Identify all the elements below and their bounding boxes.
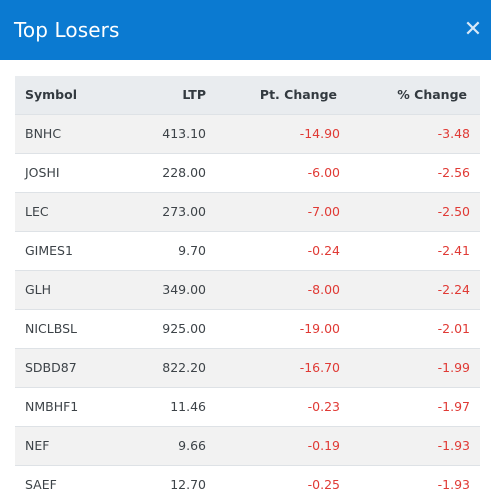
ltp-cell: 9.66	[178, 438, 206, 453]
symbol-cell[interactable]: LEC	[25, 204, 49, 219]
pct-change-cell: -2.24	[437, 282, 470, 297]
pt-change-cell: -14.90	[299, 126, 340, 141]
ltp-cell: 413.10	[162, 126, 206, 141]
pt-change-cell: -0.19	[307, 438, 340, 453]
ltp-cell: 12.70	[170, 477, 206, 493]
column-header-symbol[interactable]: Symbol	[25, 87, 77, 103]
pt-change-cell: -0.24	[307, 243, 340, 258]
symbol-cell[interactable]: GLH	[25, 282, 52, 297]
table-header: Symbol LTP Pt. Change % Change	[15, 76, 480, 114]
modal-header: Top Losers ✕	[0, 0, 491, 60]
pct-change-cell: -2.41	[437, 243, 470, 258]
table-row[interactable]: GLH 349.00 -8.00 -2.24	[15, 270, 480, 309]
losers-table-container: Symbol LTP Pt. Change % Change BNHC 413.…	[15, 76, 480, 501]
ltp-cell: 9.70	[178, 243, 206, 258]
table-row[interactable]: BNHC 413.10 -14.90 -3.48	[15, 114, 480, 153]
column-header-pt-change[interactable]: Pt. Change	[259, 87, 337, 103]
pt-change-cell: -0.23	[307, 399, 340, 414]
symbol-cell[interactable]: JOSHI	[25, 165, 60, 180]
pt-change-cell: -6.00	[307, 165, 340, 180]
table-row[interactable]: SDBD87 822.20 -16.70 -1.99	[15, 348, 480, 387]
table-row[interactable]: NMBHF1 11.46 -0.23 -1.97	[15, 387, 480, 426]
pct-change-cell: -1.99	[437, 360, 470, 375]
pt-change-cell: -0.25	[307, 477, 340, 493]
ltp-cell: 11.46	[170, 399, 206, 414]
losers-table: Symbol LTP Pt. Change % Change BNHC 413.…	[15, 76, 480, 501]
symbol-cell[interactable]: GIMES1	[25, 243, 73, 258]
symbol-cell[interactable]: SAEF	[25, 477, 57, 493]
ltp-cell: 228.00	[162, 165, 206, 180]
pt-change-cell: -7.00	[307, 204, 340, 219]
ltp-cell: 273.00	[162, 204, 206, 219]
pct-change-cell: -1.93	[437, 438, 470, 453]
pt-change-cell: -8.00	[307, 282, 340, 297]
symbol-cell[interactable]: SDBD87	[25, 360, 77, 375]
header-row: Symbol LTP Pt. Change % Change	[15, 76, 480, 114]
symbol-cell[interactable]: NMBHF1	[25, 399, 79, 414]
pt-change-cell: -16.70	[299, 360, 340, 375]
table-row[interactable]: JOSHI 228.00 -6.00 -2.56	[15, 153, 480, 192]
symbol-cell[interactable]: NICLBSL	[25, 321, 77, 336]
ltp-cell: 822.20	[162, 360, 206, 375]
symbol-cell[interactable]: BNHC	[25, 126, 62, 141]
table-row[interactable]: LEC 273.00 -7.00 -2.50	[15, 192, 480, 231]
column-header-pct-change[interactable]: % Change	[397, 87, 467, 103]
ltp-cell: 925.00	[162, 321, 206, 336]
pct-change-cell: -2.56	[437, 165, 470, 180]
close-icon[interactable]: ✕	[463, 17, 483, 42]
modal-title: Top Losers	[14, 18, 120, 42]
pct-change-cell: -1.97	[437, 399, 470, 414]
table-body: BNHC 413.10 -14.90 -3.48 JOSHI 228.00 -6…	[15, 114, 480, 501]
pct-change-cell: -2.01	[437, 321, 470, 336]
pct-change-cell: -2.50	[437, 204, 470, 219]
pct-change-cell: -3.48	[437, 126, 470, 141]
table-row[interactable]: NICLBSL 925.00 -19.00 -2.01	[15, 309, 480, 348]
column-header-ltp[interactable]: LTP	[182, 87, 206, 103]
table-row[interactable]: GIMES1 9.70 -0.24 -2.41	[15, 231, 480, 270]
pt-change-cell: -19.00	[299, 321, 340, 336]
table-row[interactable]: SAEF 12.70 -0.25 -1.93	[15, 465, 480, 501]
ltp-cell: 349.00	[162, 282, 206, 297]
pct-change-cell: -1.93	[437, 477, 470, 493]
table-row[interactable]: NEF 9.66 -0.19 -1.93	[15, 426, 480, 465]
symbol-cell[interactable]: NEF	[25, 438, 50, 453]
